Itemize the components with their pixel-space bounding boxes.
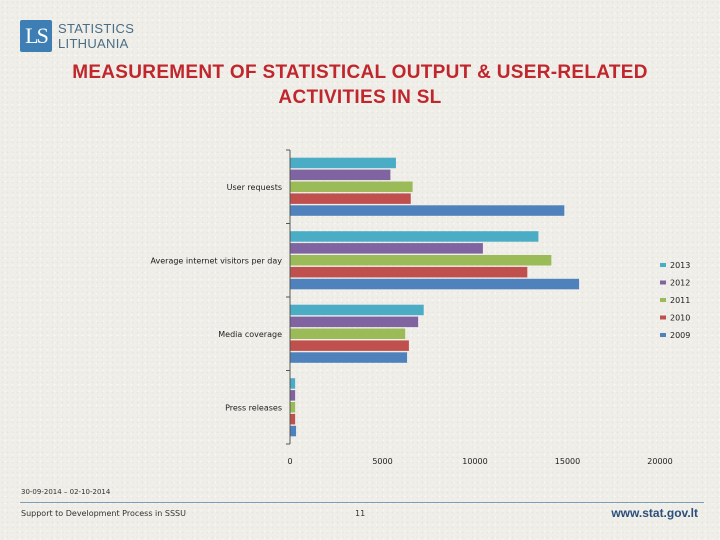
footer-date: 30-09-2014 – 02-10-2014 xyxy=(21,488,111,496)
bar-user-requests-2013 xyxy=(290,157,396,169)
bar-user-requests-2012 xyxy=(290,169,391,181)
x-tick-label: 5000 xyxy=(372,457,392,466)
legend-swatch-2011 xyxy=(660,298,666,302)
legend-label-2010: 2010 xyxy=(670,314,690,323)
footer-divider xyxy=(20,502,704,503)
legend-swatch-2013 xyxy=(660,263,666,267)
slide-title-line-2: ACTIVITIES IN SL xyxy=(278,87,442,108)
bars-group xyxy=(290,157,580,437)
category-label-user-requests: User requests xyxy=(227,183,282,192)
bar-average-internet-visitors-per-day-2009 xyxy=(290,278,580,290)
bar-press-releases-2012 xyxy=(290,390,296,401)
legend-label-2012: 2012 xyxy=(670,279,690,288)
axes-group: User requests Average internet visitors p… xyxy=(151,149,673,466)
bar-user-requests-2009 xyxy=(290,205,565,216)
footer-project: Support to Development Process in SSSU xyxy=(21,509,186,518)
bar-press-releases-2013 xyxy=(290,378,296,389)
logo-mark-icon: LS xyxy=(20,20,52,52)
legend-label-2009: 2009 xyxy=(670,331,690,340)
statistics-lithuania-logo: LS STATISTICS LITHUANIA xyxy=(20,18,140,54)
legend-swatch-2010 xyxy=(660,315,666,320)
page-number: 11 xyxy=(355,509,366,518)
bar-average-internet-visitors-per-day-2012 xyxy=(290,243,483,254)
bar-media-coverage-2012 xyxy=(290,316,419,328)
bar-media-coverage-2010 xyxy=(290,340,409,351)
logo-line-1: STATISTICS xyxy=(58,21,135,36)
bar-press-releases-2009 xyxy=(290,425,297,437)
bar-press-releases-2011 xyxy=(290,402,296,413)
bar-average-internet-visitors-per-day-2011 xyxy=(290,255,552,266)
x-tick-label: 20000 xyxy=(647,457,672,466)
x-tick-label: 10000 xyxy=(462,457,487,466)
bar-user-requests-2011 xyxy=(290,181,413,192)
bar-user-requests-2010 xyxy=(290,193,411,204)
category-label-media-coverage: Media coverage xyxy=(218,330,282,339)
bar-media-coverage-2013 xyxy=(290,304,424,316)
legend-swatch-2012 xyxy=(660,280,666,285)
bar-average-internet-visitors-per-day-2013 xyxy=(290,231,539,242)
legend-label-2011: 2011 xyxy=(670,296,690,305)
legend-label-2013: 2013 xyxy=(670,261,690,270)
x-tick-label: 15000 xyxy=(555,457,580,466)
legend-swatch-2009 xyxy=(660,333,666,337)
category-label-press-releases: Press releases xyxy=(225,403,282,412)
logo-line-2: LITHUANIA xyxy=(58,36,129,51)
bar-media-coverage-2011 xyxy=(290,328,406,339)
category-label-average-internet-visitors-per-day: Average internet visitors per day xyxy=(151,256,283,265)
bar-press-releases-2010 xyxy=(290,413,296,425)
slide-title-line-1: MEASUREMENT OF STATISTICAL OUTPUT & USER… xyxy=(72,62,648,83)
bar-media-coverage-2009 xyxy=(290,352,408,363)
footer-url-link[interactable]: www.stat.gov.lt xyxy=(611,506,698,520)
x-tick-label: 0 xyxy=(287,457,292,466)
slide-title: MEASUREMENT OF STATISTICAL OUTPUT & USER… xyxy=(0,60,720,110)
logo-text: STATISTICS LITHUANIA xyxy=(58,21,148,51)
bar-average-internet-visitors-per-day-2010 xyxy=(290,266,528,278)
legend-group: 2013 2012 2011 2010 2009 xyxy=(660,261,690,340)
